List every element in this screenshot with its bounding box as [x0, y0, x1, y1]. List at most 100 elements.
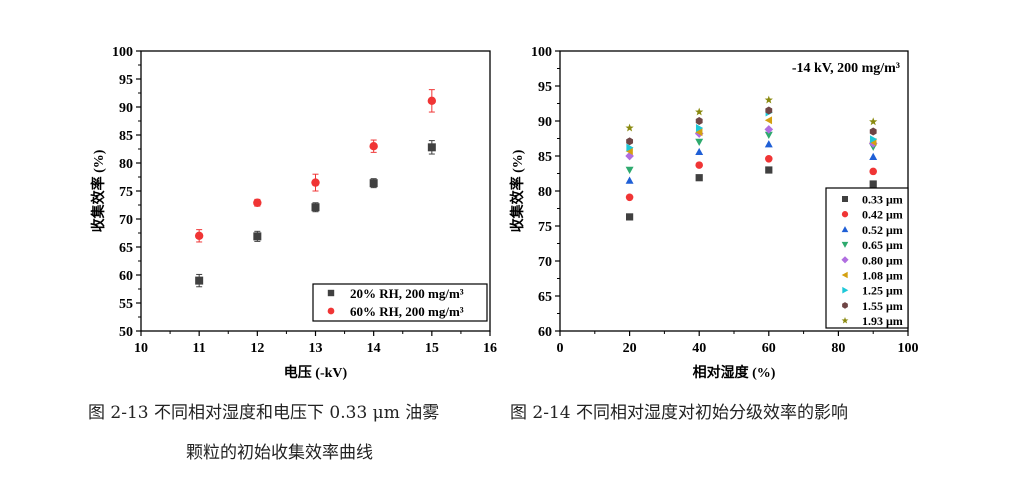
series-125	[626, 108, 878, 152]
data-point	[764, 116, 773, 125]
data-point	[764, 95, 773, 104]
series-080	[625, 125, 878, 161]
legend-box	[825, 187, 909, 329]
series-20rh	[195, 140, 436, 288]
data-point	[764, 140, 773, 148]
x-axis-title: 电压 (-kV)	[284, 364, 348, 381]
y-tick-label: 50	[119, 325, 133, 340]
legend: 0.33 μm0.42 μm0.52 μm0.65 μm0.80 μm 1.08 …	[825, 187, 909, 329]
y-tick-label: 100	[112, 45, 133, 60]
data-point	[626, 143, 634, 152]
data-point	[194, 231, 204, 240]
legend-label: 1.08 μm	[862, 269, 903, 283]
y-tick-label: 90	[538, 115, 552, 130]
y-tick-label: 70	[538, 255, 552, 270]
condition-annotation: -14 kV, 200 mg/m³	[792, 61, 900, 76]
x-tick-label: 0	[557, 341, 564, 356]
data-point	[695, 107, 704, 116]
data-point	[625, 147, 633, 156]
data-point	[369, 179, 378, 188]
data-point	[695, 138, 704, 146]
y-tick-label: 65	[119, 241, 133, 256]
data-point	[695, 147, 704, 156]
x-tick-label: 14	[367, 341, 381, 356]
series-033	[626, 166, 877, 221]
data-point	[764, 125, 774, 134]
legend-label: 0.65 μm	[862, 238, 903, 252]
data-point	[253, 198, 262, 207]
legend-marker	[841, 271, 848, 279]
series-042	[625, 155, 877, 202]
y-tick-label: 75	[538, 220, 552, 235]
data-point	[695, 117, 703, 125]
x-tick-label: 60	[762, 341, 776, 356]
data-point	[625, 123, 634, 132]
y-axis-title: 收集效率 (%)	[90, 149, 107, 232]
data-point	[625, 166, 634, 174]
y-tick-label: 55	[119, 297, 133, 312]
legend: 20% RH, 200 mg/m³ 60% RH, 200 mg/m³	[312, 283, 488, 322]
legend-label: 1.93 μm	[862, 314, 903, 328]
legend-marker	[842, 196, 848, 202]
x-tick-label: 12	[250, 341, 264, 356]
data-point	[695, 161, 703, 169]
data-point	[253, 232, 262, 241]
y-tick-label: 60	[119, 269, 133, 284]
x-tick-label: 20	[623, 341, 637, 356]
data-point	[311, 203, 320, 212]
x-tick-label: 13	[309, 341, 323, 356]
data-point	[765, 106, 773, 115]
series-065	[625, 131, 878, 174]
legend-label: 1.55 μm	[862, 299, 903, 313]
data-point	[695, 124, 704, 132]
x-tick-label: 40	[692, 341, 706, 356]
data-point	[625, 176, 634, 184]
data-point	[695, 128, 703, 137]
series-193	[625, 95, 878, 132]
data-point	[869, 127, 877, 136]
data-point	[311, 178, 320, 187]
series-60rh	[194, 89, 437, 243]
data-point	[695, 174, 703, 182]
legend-box	[312, 283, 488, 322]
y-tick-label: 70	[119, 213, 133, 228]
legend-marker	[841, 256, 849, 264]
data-point	[625, 193, 634, 202]
y-tick-label: 95	[538, 80, 552, 95]
data-point	[626, 213, 634, 221]
legend-label: 20% RH, 200 mg/m³	[350, 286, 464, 301]
y-tick-label: 60	[538, 325, 552, 340]
legend-marker	[841, 241, 849, 248]
legend-label: 0.52 μm	[862, 223, 903, 237]
series-052	[625, 140, 878, 184]
data-point	[764, 131, 773, 139]
y-tick-label: 85	[538, 150, 552, 165]
x-tick-label: 80	[831, 341, 845, 356]
series-108	[625, 116, 877, 156]
data-point	[427, 143, 436, 152]
caption-fig-2-14: 图 2-14 不同相对湿度对初始分级效率的影响	[510, 403, 848, 423]
y-tick-label: 65	[538, 290, 552, 305]
data-point	[869, 117, 878, 126]
caption-fig-2-13-line1: 图 2-13 不同相对湿度和电压下 0.33 μm 油雾	[88, 403, 440, 423]
x-tick-label: 16	[483, 341, 497, 356]
legend-label: 60% RH, 200 mg/m³	[350, 304, 464, 319]
legend-marker	[842, 302, 848, 309]
legend-marker	[327, 289, 335, 297]
chart-voltage-efficiency: 50 55 60 65 70 75 80 85 90 95 100 10 11 12 13 14 15 16 电压 …	[90, 45, 497, 381]
legend-label: 1.25 μm	[862, 284, 903, 298]
x-tick-label: 15	[425, 341, 439, 356]
x-tick-label: 11	[193, 341, 206, 356]
data-point	[625, 151, 634, 161]
x-tick-label: 100	[898, 341, 919, 356]
caption-fig-2-13-line2: 颗粒的初始收集效率曲线	[186, 443, 373, 463]
legend-marker	[327, 307, 335, 315]
series-155	[626, 106, 877, 146]
y-tick-label: 85	[119, 129, 133, 144]
y-tick-label: 75	[119, 185, 133, 200]
data-point	[869, 152, 878, 160]
data-point	[869, 167, 877, 176]
data-point	[195, 276, 204, 285]
legend-marker	[841, 211, 849, 218]
